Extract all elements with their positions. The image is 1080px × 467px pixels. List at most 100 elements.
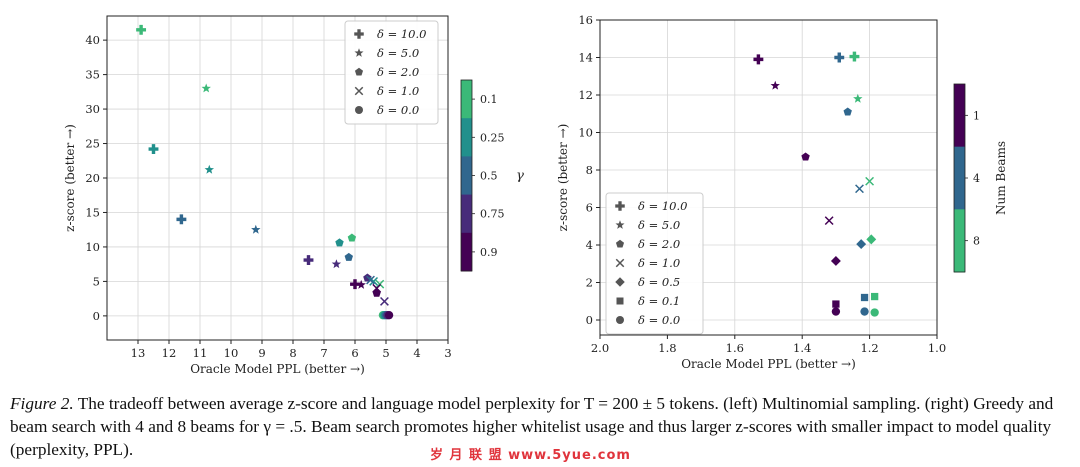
x-tick-label: 4 <box>413 346 420 360</box>
x-tick-label: 9 <box>258 346 265 360</box>
data-point <box>335 238 344 247</box>
legend-marker <box>354 48 364 57</box>
legend-label: δ = 5.0 <box>638 218 680 232</box>
legend-label: δ = 1.0 <box>638 256 680 270</box>
legend-frame <box>344 20 439 125</box>
data-point <box>770 80 780 90</box>
data-point <box>331 259 342 269</box>
x-tick-label: 5 <box>382 346 389 360</box>
colorbar-segment <box>461 80 472 119</box>
legend-marker <box>615 220 625 229</box>
x-tick-label: 10 <box>224 346 239 360</box>
data-point <box>344 252 353 261</box>
data-point <box>303 255 314 265</box>
y-tick-label: 10 <box>85 240 100 254</box>
y-tick-label: 2 <box>586 276 593 290</box>
y-tick-label: 30 <box>85 102 100 116</box>
x-tick-label: 8 <box>289 346 296 360</box>
data-point <box>347 233 357 242</box>
legend-marker <box>615 258 625 268</box>
data-point <box>831 307 841 316</box>
y-tick-label: 16 <box>578 13 593 27</box>
x-axis-label: Oracle Model PPL (better →) <box>190 362 365 376</box>
colorbar-tick-label: 0.75 <box>480 208 505 221</box>
legend-label: δ = 1.0 <box>377 84 419 98</box>
colorbar-segment <box>461 232 472 272</box>
x-tick-label: 11 <box>193 346 208 360</box>
data-point <box>148 144 159 154</box>
legend-label: δ = 0.0 <box>638 313 680 327</box>
y-axis-label: z-score (better →) <box>63 124 77 232</box>
data-point <box>855 184 864 194</box>
colorbar-label: Num Beams <box>994 141 1008 215</box>
x-tick-label: 1.2 <box>860 341 878 355</box>
colorbar-tick-label: 0.1 <box>480 93 498 106</box>
data-point <box>860 293 869 302</box>
data-points <box>136 24 394 320</box>
data-point <box>843 107 852 116</box>
data-point <box>176 214 187 225</box>
y-tick-label: 14 <box>578 51 593 65</box>
data-point <box>824 216 834 226</box>
legend-label: δ = 0.0 <box>377 103 419 117</box>
colorbar-segment <box>461 194 472 234</box>
legend-marker <box>616 297 624 305</box>
data-point <box>372 283 382 293</box>
y-tick-label: 0 <box>586 313 593 327</box>
colorbar: 0.1 0.25 0.5 0.75 0.9 γ <box>460 79 524 272</box>
legend-marker <box>355 106 363 114</box>
data-point <box>801 152 810 161</box>
legend-marker <box>615 239 625 248</box>
data-point <box>366 275 375 285</box>
legend-frame <box>605 192 704 335</box>
y-tick-label: 10 <box>578 126 593 140</box>
legend-label: δ = 0.5 <box>638 275 680 289</box>
legend-marker <box>354 29 364 39</box>
x-axis-label: Oracle Model PPL (better →) <box>681 357 856 371</box>
y-tick-label: 12 <box>578 88 593 102</box>
colorbar-tick-label: 8 <box>973 235 980 248</box>
y-tick-label: 20 <box>85 171 100 185</box>
y-tick-label: 4 <box>586 238 593 252</box>
legend-label: δ = 0.1 <box>638 294 680 308</box>
data-point <box>251 224 261 234</box>
data-point <box>204 164 214 174</box>
data-point <box>860 307 869 316</box>
x-tick-label: 2.0 <box>591 341 609 355</box>
x-tick-label: 3 <box>444 346 451 360</box>
y-tick-label: 40 <box>85 33 100 47</box>
x-tick-label: 1.0 <box>928 341 946 355</box>
data-point <box>871 292 879 301</box>
legend: δ = 10.0 δ = 5.0 δ = 2.0 δ = 1.0 δ = 0.0 <box>344 20 439 125</box>
data-point <box>865 176 875 186</box>
data-point <box>380 296 389 306</box>
colorbar-segment <box>461 156 472 196</box>
colorbar-tick-label: 0.5 <box>480 170 498 183</box>
colorbar: 1 4 8 Num Beams <box>953 83 1008 273</box>
x-tick-label: 1.4 <box>793 341 811 355</box>
colorbar-tick-label: 0.9 <box>480 246 498 259</box>
data-points <box>753 51 879 317</box>
x-tick-label: 13 <box>131 346 146 360</box>
x-tick-label: 1.6 <box>726 341 744 355</box>
data-point <box>830 255 841 266</box>
colorbar-tick-label: 1 <box>973 109 980 122</box>
y-tick-label: 25 <box>85 137 100 151</box>
colorbar-segment <box>954 209 965 273</box>
legend-marker <box>616 316 624 324</box>
legend-marker <box>615 201 625 211</box>
data-point <box>201 83 211 93</box>
data-point <box>832 300 840 308</box>
data-point <box>856 239 867 250</box>
y-tick-label: 35 <box>85 68 100 82</box>
legend-marker <box>615 277 625 287</box>
x-tick-label: 7 <box>320 346 327 360</box>
y-tick-label: 5 <box>93 274 100 288</box>
watermark: 岁 月 联 盟 www.5yue.com <box>430 448 631 463</box>
data-point <box>866 234 877 245</box>
legend: δ = 10.0 δ = 5.0 δ = 2.0 δ = 1.0 δ = 0.5 δ = … <box>605 192 704 335</box>
legend-label: δ = 10.0 <box>638 199 687 213</box>
